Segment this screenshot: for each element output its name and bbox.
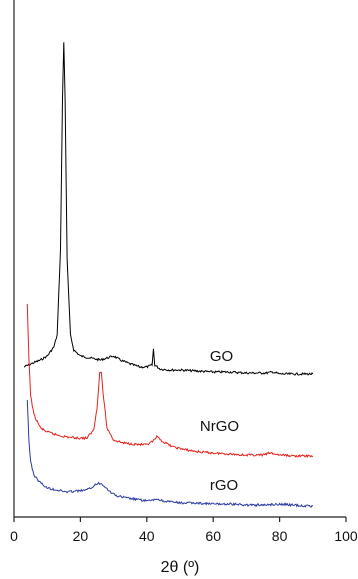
x-tick-label: 0: [10, 528, 18, 544]
x-tick-label: 60: [205, 528, 221, 544]
series-labels: GO NrGO rGO: [200, 348, 239, 494]
x-tick-label: 80: [272, 528, 288, 544]
x-tick-label: 40: [139, 528, 155, 544]
x-tick-label: 20: [73, 528, 89, 544]
series-line-go: [24, 42, 313, 375]
series-group: [24, 42, 313, 507]
series-label-go: GO: [210, 348, 233, 365]
axes: [14, 0, 346, 517]
x-axis-title: 2θ (º): [161, 559, 200, 576]
x-ticks: 0 20 40 60 80 100: [10, 517, 358, 544]
series-label-nrgo: NrGO: [200, 418, 239, 435]
x-tick-label: 100: [334, 528, 358, 544]
series-label-rgo: rGO: [210, 477, 238, 494]
